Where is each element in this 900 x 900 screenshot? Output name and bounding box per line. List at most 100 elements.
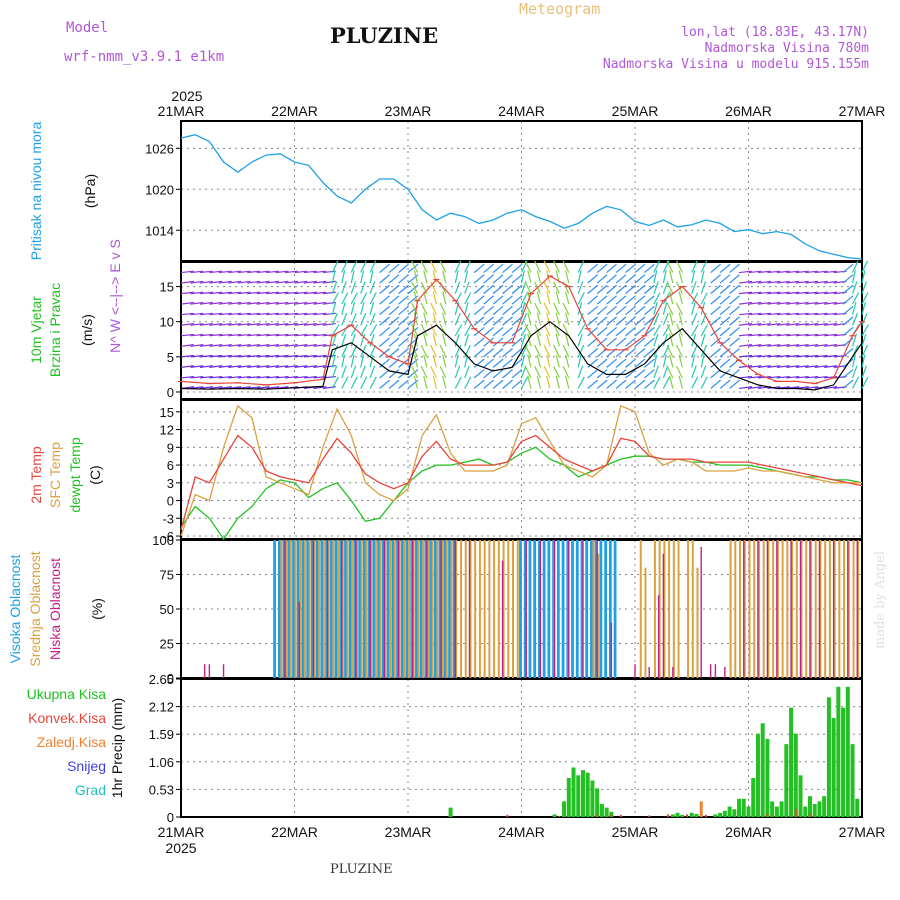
wind-barb [218, 312, 232, 316]
wind-barb [719, 337, 731, 347]
wind-barb [247, 365, 261, 368]
wind-barb [748, 280, 762, 284]
wind-barb [313, 291, 327, 295]
wind-barb [303, 270, 317, 274]
wind-barb [757, 322, 771, 326]
wind-speed-line [180, 320, 863, 391]
precip-bar [727, 806, 732, 817]
wind-barb [662, 365, 669, 379]
wind-barb [502, 337, 513, 347]
wind-barb [710, 337, 722, 347]
wind-barb [275, 375, 289, 379]
wind-barb [644, 274, 655, 284]
wind-barb [527, 312, 532, 326]
wind-barb [266, 301, 280, 305]
wind-barb [700, 260, 708, 273]
wind-barb [786, 365, 800, 368]
wind-barb [284, 291, 299, 295]
wind-barb [492, 316, 504, 326]
wind-barb [275, 280, 289, 284]
wind-barb [748, 291, 762, 295]
wind-barb [420, 323, 428, 337]
wind-barb [666, 323, 674, 337]
wind-barb [266, 344, 280, 347]
wind-barb [625, 369, 636, 379]
y-tick-label: 1.06 [149, 755, 174, 770]
wind-barb [303, 333, 317, 337]
wind-barb [666, 302, 674, 315]
wind-barb [379, 305, 390, 316]
mid-cloud-title: Srednja Oblacnost [27, 551, 43, 666]
wind-barb [275, 322, 289, 326]
wind-barb [247, 344, 261, 347]
wind-barb [553, 323, 560, 337]
wind-barb [662, 270, 667, 284]
wind-barb [662, 312, 669, 326]
wind-barb [615, 295, 627, 305]
wind-barb [606, 337, 617, 347]
wind-barb [398, 348, 409, 358]
wind-barb [454, 324, 463, 337]
precip-bar [566, 777, 571, 817]
wind-barb [511, 316, 523, 326]
wind-barb [824, 375, 838, 379]
wind-barb [439, 365, 447, 379]
wind-barb [625, 379, 636, 389]
wind-barb [247, 386, 261, 390]
wind-barb [767, 291, 781, 295]
wind-barb [423, 333, 428, 347]
wind-barb [218, 280, 232, 284]
wind-barb [710, 284, 722, 295]
wind-barb [350, 333, 356, 347]
wind-barb [644, 379, 655, 389]
wind-barb [786, 333, 800, 337]
wind-barb [662, 281, 669, 294]
wind-barb [625, 284, 636, 295]
wind-barb [275, 333, 289, 337]
wind-barb [596, 337, 608, 347]
wind-barb [423, 312, 428, 326]
wind-barb [190, 344, 204, 347]
low-cloud-title: Niska Oblacnost [47, 558, 63, 660]
wind-barb [824, 270, 838, 274]
wind-barb [795, 301, 809, 305]
wind-barb [228, 322, 242, 326]
wind-barb [729, 295, 740, 305]
wind-barb [719, 348, 731, 358]
wind-barb [275, 301, 289, 305]
wind-barb [331, 365, 338, 379]
wind-barb [719, 369, 731, 379]
wind-barb [199, 354, 213, 358]
wind-barb [313, 312, 327, 316]
wind-barb [653, 365, 659, 379]
wind-barb [247, 301, 261, 305]
wind-barb [662, 354, 667, 368]
wind-barb [729, 369, 740, 379]
wind-barb [738, 301, 753, 305]
wind-barb [520, 354, 525, 368]
wind-barb [228, 312, 242, 316]
wind-barb [606, 274, 617, 284]
wind-barb [266, 322, 280, 326]
wind-barb [710, 305, 722, 316]
date-label-top: 22MAR [271, 103, 318, 119]
wind-barb [524, 260, 532, 273]
y-tick-label: 50 [160, 602, 174, 617]
wind-barb [553, 281, 560, 294]
wind-barb [464, 365, 470, 379]
wind-barb [805, 270, 819, 274]
wind-barb [562, 344, 570, 358]
wind-barb [199, 301, 213, 305]
wind-barb [180, 333, 194, 337]
wind-barb [190, 365, 204, 368]
wind-barb [795, 333, 809, 337]
wind-barb [719, 263, 731, 273]
precip-bar [732, 809, 737, 817]
wind-barb [587, 337, 599, 347]
wind-barb [420, 260, 428, 273]
wind-barb [294, 301, 308, 305]
wind-barb [805, 365, 819, 368]
wind-barb [776, 301, 790, 305]
wind-barb [520, 270, 525, 284]
wind-barb [524, 344, 532, 358]
